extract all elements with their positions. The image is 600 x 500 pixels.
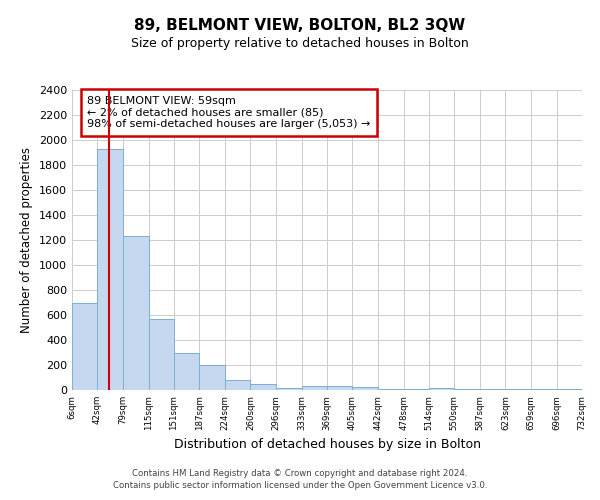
Bar — [72, 302, 97, 390]
Bar — [429, 388, 454, 390]
Text: Contains public sector information licensed under the Open Government Licence v3: Contains public sector information licen… — [113, 481, 487, 490]
Y-axis label: Number of detached properties: Number of detached properties — [20, 147, 34, 333]
Bar — [199, 365, 225, 390]
Bar — [250, 384, 276, 390]
Text: Size of property relative to detached houses in Bolton: Size of property relative to detached ho… — [131, 38, 469, 51]
Bar — [123, 236, 149, 390]
Bar — [97, 149, 123, 390]
Bar — [174, 352, 199, 390]
Bar — [149, 319, 174, 390]
Bar — [327, 386, 352, 390]
Bar — [225, 380, 250, 390]
Text: Contains HM Land Registry data © Crown copyright and database right 2024.: Contains HM Land Registry data © Crown c… — [132, 468, 468, 477]
Bar — [352, 387, 378, 390]
Bar — [302, 386, 327, 390]
Text: 89, BELMONT VIEW, BOLTON, BL2 3QW: 89, BELMONT VIEW, BOLTON, BL2 3QW — [134, 18, 466, 32]
X-axis label: Distribution of detached houses by size in Bolton: Distribution of detached houses by size … — [173, 438, 481, 451]
Text: 89 BELMONT VIEW: 59sqm
← 2% of detached houses are smaller (85)
98% of semi-deta: 89 BELMONT VIEW: 59sqm ← 2% of detached … — [88, 96, 371, 129]
Bar — [276, 388, 302, 390]
